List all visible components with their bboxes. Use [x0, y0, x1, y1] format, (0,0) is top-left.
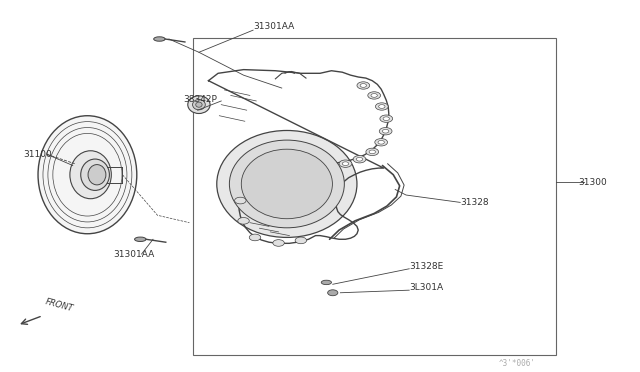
- Text: 31301AA: 31301AA: [253, 22, 294, 31]
- Ellipse shape: [154, 37, 165, 41]
- Circle shape: [295, 237, 307, 244]
- Text: FRONT: FRONT: [45, 297, 75, 313]
- Circle shape: [378, 141, 385, 144]
- Circle shape: [366, 148, 379, 155]
- Circle shape: [383, 117, 390, 121]
- Circle shape: [353, 155, 366, 163]
- Ellipse shape: [88, 164, 106, 185]
- Circle shape: [339, 160, 352, 167]
- Text: 31328E: 31328E: [409, 262, 444, 272]
- Circle shape: [368, 92, 381, 99]
- Text: 3L301A: 3L301A: [409, 283, 444, 292]
- Circle shape: [238, 218, 249, 224]
- Circle shape: [380, 128, 392, 135]
- Circle shape: [383, 129, 389, 133]
- Text: 31100: 31100: [24, 150, 52, 159]
- Text: 31301AA: 31301AA: [113, 250, 154, 259]
- Text: 31328: 31328: [460, 198, 489, 207]
- Ellipse shape: [196, 102, 202, 107]
- Circle shape: [235, 197, 246, 204]
- Bar: [193, 38, 556, 356]
- Circle shape: [376, 103, 388, 110]
- Text: 31300: 31300: [578, 177, 607, 187]
- Ellipse shape: [193, 99, 205, 110]
- Ellipse shape: [217, 131, 357, 237]
- Ellipse shape: [321, 280, 332, 285]
- Circle shape: [371, 94, 378, 97]
- Circle shape: [379, 105, 385, 108]
- Circle shape: [342, 162, 349, 166]
- Circle shape: [360, 84, 367, 87]
- Circle shape: [356, 157, 363, 161]
- Ellipse shape: [38, 116, 137, 234]
- Circle shape: [357, 82, 370, 89]
- Ellipse shape: [188, 96, 210, 113]
- Ellipse shape: [229, 140, 344, 228]
- Circle shape: [249, 234, 260, 241]
- Ellipse shape: [241, 149, 332, 219]
- Ellipse shape: [81, 159, 109, 190]
- Text: ^3'*006': ^3'*006': [499, 359, 536, 368]
- Circle shape: [375, 139, 388, 146]
- Circle shape: [273, 240, 284, 246]
- Text: 38342P: 38342P: [183, 94, 217, 104]
- Ellipse shape: [134, 237, 146, 241]
- Circle shape: [380, 115, 393, 122]
- Circle shape: [369, 150, 376, 154]
- Ellipse shape: [70, 151, 111, 199]
- Circle shape: [328, 290, 338, 296]
